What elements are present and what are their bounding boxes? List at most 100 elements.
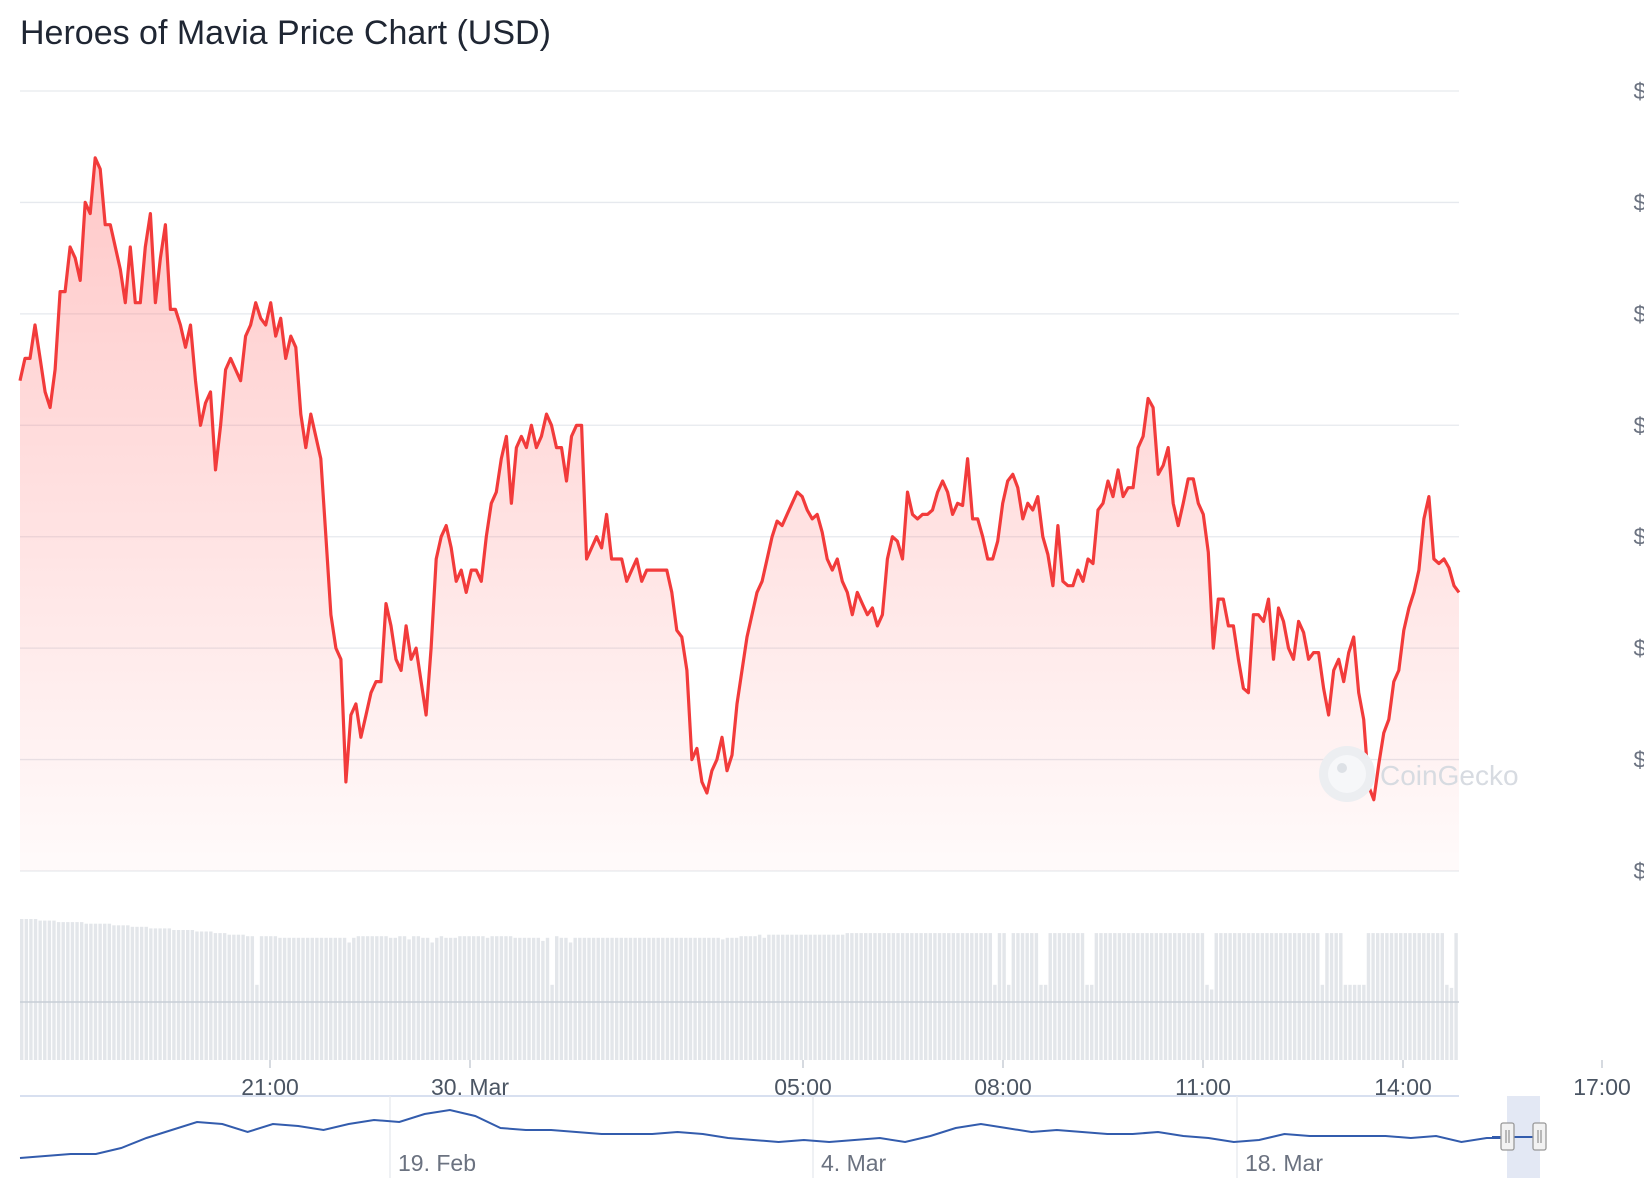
volume-bar <box>647 937 651 1060</box>
gecko-icon-inner <box>1328 755 1366 793</box>
volume-bar <box>89 923 93 1060</box>
volume-bar <box>610 937 614 1060</box>
navigator-handle-left[interactable] <box>1500 1122 1515 1151</box>
volume-bar <box>1449 987 1454 1060</box>
navigator-grid <box>389 1096 1238 1178</box>
volume-bar <box>937 933 942 1060</box>
volume-bar <box>153 928 158 1060</box>
volume-bar <box>702 937 707 1060</box>
volume-bar <box>1025 933 1029 1060</box>
volume-bar <box>232 934 236 1060</box>
volume-bar <box>942 933 946 1060</box>
volume-bar <box>218 933 222 1060</box>
volume-bar <box>900 933 905 1060</box>
volume-bar <box>983 933 988 1060</box>
volume-bar <box>873 933 877 1060</box>
volume-bar <box>195 931 199 1060</box>
volume-bar <box>1030 933 1034 1060</box>
volume-bar <box>688 937 693 1060</box>
volume-bar <box>624 937 628 1060</box>
volume-bar <box>379 936 384 1060</box>
volume-bar <box>1242 933 1246 1060</box>
volume-bar <box>707 937 711 1060</box>
volume-bar <box>421 937 425 1060</box>
volume-bar <box>628 937 633 1060</box>
volume-bar <box>361 936 365 1060</box>
navigator[interactable]: 19. Feb 4. Mar 18. Mar <box>19 1095 1547 1178</box>
volume-bar <box>407 939 411 1060</box>
volume-bar <box>513 937 517 1060</box>
volume-bar <box>1066 933 1071 1060</box>
volume-bar <box>684 937 688 1060</box>
volume-bar <box>601 937 605 1060</box>
volume-bar <box>1237 933 1242 1060</box>
volume-bar <box>213 933 218 1060</box>
watermark-text: CoinGecko <box>1380 760 1519 791</box>
volume-bar <box>859 933 863 1060</box>
volume-bar <box>573 937 577 1060</box>
volume-bar <box>1251 933 1255 1060</box>
volume-bar <box>278 937 282 1060</box>
volume-bar <box>1043 984 1048 1060</box>
volume-bar <box>739 936 743 1060</box>
volume-bar <box>1214 933 1218 1060</box>
volume-bar <box>854 933 859 1060</box>
volume-bar <box>1182 933 1186 1060</box>
volume-bar <box>453 937 457 1060</box>
volume-bar <box>70 922 75 1060</box>
volume-bar <box>587 937 591 1060</box>
volume-bar <box>527 937 531 1060</box>
volume-bar <box>1011 933 1016 1060</box>
volume-bar <box>1122 933 1126 1060</box>
volume-bar <box>1343 984 1348 1060</box>
volume-bar <box>836 934 840 1060</box>
volume-bar <box>1274 933 1278 1060</box>
navigator-label: 18. Mar <box>1245 1150 1323 1176</box>
volume-bar <box>301 937 305 1060</box>
volume-bar <box>1159 933 1163 1060</box>
volume-bar <box>398 936 402 1060</box>
volume-bar <box>762 937 766 1060</box>
volume-bar <box>605 937 610 1060</box>
volume-bar <box>1389 933 1394 1060</box>
price-line[interactable] <box>18 156 1461 802</box>
volume-bar <box>716 937 720 1060</box>
volume-bar <box>923 933 928 1060</box>
navigator-label: 19. Feb <box>398 1150 476 1176</box>
volume-bar <box>172 930 176 1060</box>
volume-bar <box>1279 933 1283 1060</box>
volume-bar <box>619 937 623 1060</box>
volume-bar <box>596 937 600 1060</box>
volume-bar <box>661 937 665 1060</box>
y-tick-label: $6.25 <box>1633 78 1644 104</box>
volume-bar <box>458 936 462 1060</box>
volume-bar <box>338 937 342 1060</box>
volume-bar <box>370 936 374 1060</box>
volume-bar <box>324 937 328 1060</box>
volume-bar <box>633 937 637 1060</box>
volume-bar <box>564 937 568 1060</box>
volume-bar <box>651 937 656 1060</box>
volume-bar <box>1149 933 1154 1060</box>
volume-bar <box>139 926 144 1060</box>
volume-bar <box>241 934 245 1060</box>
volume-bar <box>1177 933 1182 1060</box>
volume-bar <box>1140 933 1145 1060</box>
volume-bar <box>209 931 213 1060</box>
volume-bar <box>1417 933 1421 1060</box>
volume-bar <box>1403 933 1408 1060</box>
volume-bar <box>126 925 130 1060</box>
y-tick-label: $5.90 <box>1633 858 1644 884</box>
volume-bar <box>84 923 88 1060</box>
volume-bar <box>1339 933 1343 1060</box>
volume-bar <box>33 919 38 1060</box>
volume-bar <box>1366 933 1371 1060</box>
navigator-handle-right[interactable] <box>1532 1122 1547 1151</box>
volume-bar <box>970 933 974 1060</box>
volume-bar <box>1375 933 1380 1060</box>
volume-bar <box>315 937 319 1060</box>
volume-bar <box>1352 984 1357 1060</box>
y-axis-labels: $6.25 $6.20 $6.15 $6.10 $6.05 $6.00 $5.95 $5.90 <box>1633 78 1644 884</box>
volume-bar <box>1265 933 1269 1060</box>
